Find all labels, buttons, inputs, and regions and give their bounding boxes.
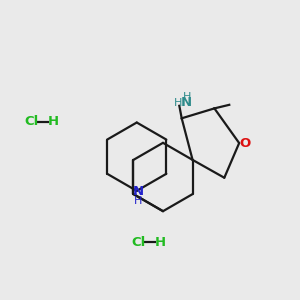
Text: N: N <box>132 185 143 198</box>
Text: H: H <box>48 115 59 128</box>
Text: H: H <box>183 92 191 103</box>
Text: H: H <box>134 196 142 206</box>
Text: Cl: Cl <box>131 236 145 249</box>
Text: H: H <box>174 98 182 108</box>
Text: Cl: Cl <box>24 115 38 128</box>
Text: N: N <box>180 96 191 109</box>
Text: H: H <box>155 236 166 249</box>
Text: O: O <box>239 136 250 150</box>
